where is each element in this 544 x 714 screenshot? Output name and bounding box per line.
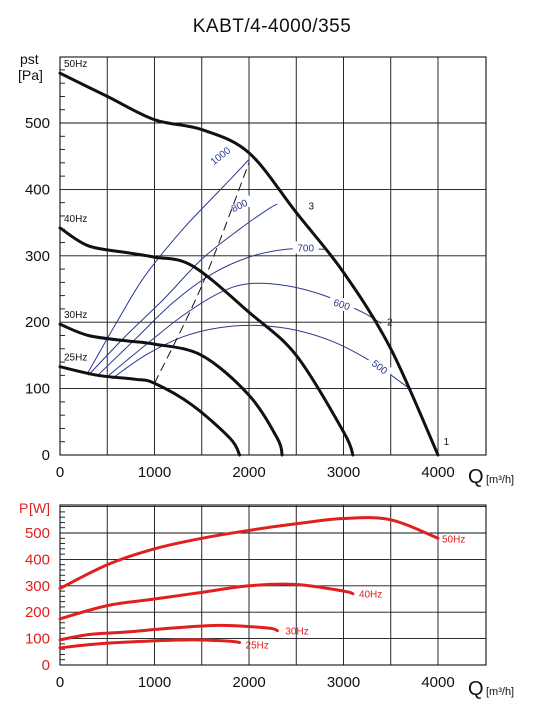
pressure-axis-unit: [Pa] — [18, 67, 43, 83]
flow-axis-unit-bottom: [m³/h] — [486, 686, 514, 698]
power-curve-40Hz — [58, 582, 355, 621]
power-axis-unit: [W] — [29, 500, 50, 516]
rpm-label-600: 600 — [332, 298, 352, 314]
pressure-y-tick-label: 400 — [25, 181, 50, 198]
pressure-x-tick-label: 4000 — [421, 464, 454, 481]
pressure-curve-50Hz — [58, 71, 440, 457]
pressure-x-tick-label: 2000 — [232, 464, 265, 481]
pressure-x-tick-label: 1000 — [138, 464, 171, 481]
pressure-curve-label-40Hz: 40Hz — [64, 214, 87, 225]
power-frame — [59, 504, 487, 666]
flow-axis-label-top: Q — [468, 466, 484, 488]
power-axis-label: P — [19, 500, 28, 516]
power-x-tick-label: 3000 — [327, 674, 360, 691]
power-curve-50Hz — [58, 516, 440, 590]
pressure-curve-30Hz — [58, 322, 284, 457]
rpm-curve-700 — [97, 248, 325, 376]
rpm-curve-800 — [87, 203, 278, 376]
flow-axis-label-bottom: Q — [468, 678, 484, 700]
power-curve-label-25Hz: 25Hz — [246, 641, 269, 652]
power-x-tick-label: 1000 — [138, 674, 171, 691]
power-x-tick-label: 4000 — [421, 674, 454, 691]
pressure-y-tick-label: 300 — [25, 248, 50, 265]
rpm-curve-1000 — [87, 159, 250, 373]
pressure-axis-label: pst — [20, 51, 39, 67]
power-curve-label-50Hz: 50Hz — [442, 534, 465, 545]
pressure-y-tick-label: 500 — [25, 115, 50, 132]
power-x-tick-label: 0 — [56, 674, 64, 691]
system-curve-dashed — [154, 162, 250, 384]
pressure-curve-label-25Hz: 25Hz — [64, 353, 87, 364]
power-y-tick-label: 400 — [25, 551, 50, 568]
rpm-label-700: 700 — [297, 243, 314, 254]
operating-point-label: 3 — [309, 201, 315, 212]
power-y-tick-label: 100 — [25, 631, 50, 648]
rpm-label-bg — [292, 241, 319, 254]
pressure-x-tick-label: 0 — [56, 464, 64, 481]
pressure-plot: 0 1000 2000 3000 400001002003004005001000800… — [25, 56, 487, 481]
rpm-curve-500 — [111, 324, 410, 390]
rpm-label-bg — [366, 353, 394, 380]
rpm-label-bg — [206, 142, 234, 169]
pressure-y-tick-label: 100 — [25, 381, 50, 398]
pressure-curve-25Hz — [58, 365, 242, 457]
rpm-label-bg — [224, 194, 254, 217]
power-y-tick-label: 500 — [25, 525, 50, 542]
rpm-label-bg — [327, 294, 357, 314]
pressure-curve-label-30Hz: 30Hz — [64, 310, 87, 321]
pressure-curve-40Hz — [58, 226, 355, 457]
power-x-tick-label: 2000 — [232, 674, 265, 691]
operating-point-label: 2 — [387, 318, 393, 329]
power-curve-30Hz — [58, 623, 279, 642]
power-curve-25Hz — [58, 638, 242, 650]
power-y-tick-label: 200 — [25, 604, 50, 621]
pressure-y-tick-label: 200 — [25, 314, 50, 331]
power-curve-label-30Hz: 30Hz — [285, 627, 308, 638]
flow-axis-unit-top: [m³/h] — [486, 474, 514, 486]
pressure-y-tick-label: 0 — [42, 447, 50, 464]
power-plot: 0 1000 2000 3000 4000 0 100 200 300 400 500 50Hz 40H… — [25, 504, 487, 691]
power-y-tick-label: 0 — [42, 657, 50, 674]
power-curve-label-40Hz: 40Hz — [359, 590, 382, 601]
operating-point-label: 1 — [444, 437, 450, 448]
power-y-tick-label: 300 — [25, 578, 50, 595]
pressure-x-tick-label: 3000 — [327, 464, 360, 481]
chart-title: KABT/4-4000/355 — [193, 16, 352, 37]
pressure-curve-label-50Hz: 50Hz — [64, 59, 87, 70]
